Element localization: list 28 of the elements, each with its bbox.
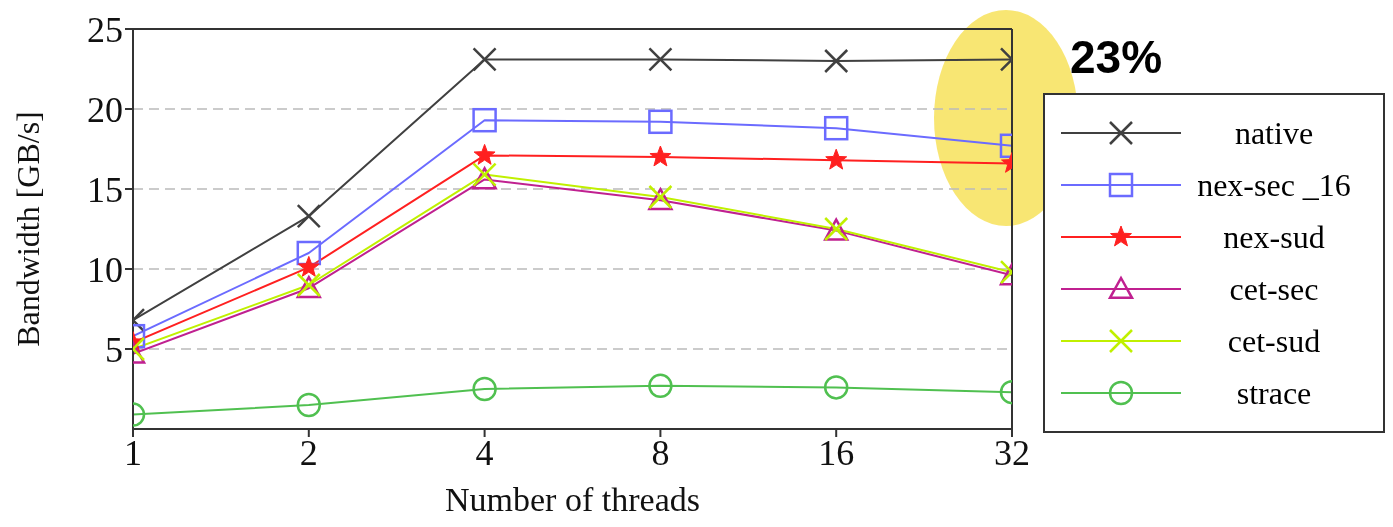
x-axis-title: Number of threads xyxy=(445,481,700,518)
point xyxy=(473,143,496,165)
y-tick-label: 25 xyxy=(87,9,123,50)
legend-label: native xyxy=(1233,114,1315,152)
point xyxy=(472,107,497,133)
x-tick-label: 1 xyxy=(124,432,142,473)
legend-label: cet-sud xyxy=(1226,322,1322,360)
x-tick-label: 16 xyxy=(818,432,855,473)
y-tick-label: 10 xyxy=(87,249,123,290)
legend-label: nex-sud xyxy=(1222,218,1326,256)
y-tick-label: 15 xyxy=(87,169,123,210)
y-tick-label: 20 xyxy=(87,89,123,130)
x-tick-label: 8 xyxy=(651,432,670,473)
point xyxy=(648,109,673,135)
text: 23% xyxy=(1070,30,1163,84)
point xyxy=(648,373,673,399)
x-tick-label: 4 xyxy=(475,432,494,473)
legend-label: nex-sec _16 xyxy=(1196,166,1352,204)
point xyxy=(649,145,672,167)
legend-label: strace xyxy=(1235,374,1313,412)
point xyxy=(472,376,497,402)
point xyxy=(648,47,673,72)
legend-label: cet-sec xyxy=(1228,270,1320,308)
x-tick-label: 32 xyxy=(994,432,1030,473)
y-tick-label: 5 xyxy=(105,329,123,370)
point xyxy=(472,47,497,72)
x-tick-label: 2 xyxy=(299,432,318,473)
y-axis-title: Bandwidth [GB/s] xyxy=(10,111,47,347)
